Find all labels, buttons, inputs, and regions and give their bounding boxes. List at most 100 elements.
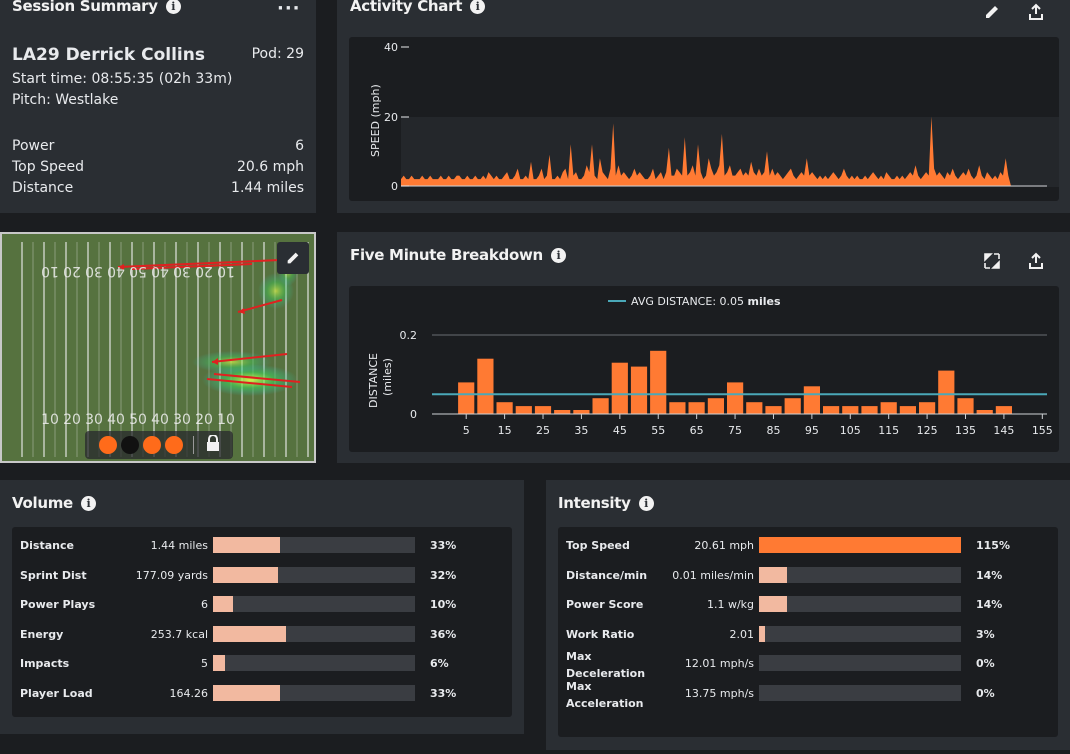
metric-bar-fill bbox=[213, 655, 226, 672]
x-tick-label: 155 bbox=[1032, 424, 1053, 437]
intensity-row: Work Ratio 2.01 3% bbox=[558, 624, 1058, 644]
player-dot[interactable] bbox=[143, 436, 161, 454]
volume-row: Sprint Dist 177.09 yards 32% bbox=[12, 565, 512, 585]
five-minute-chart-svg: AVG DISTANCE: 0.05 miles DISTANCE (miles… bbox=[367, 295, 1053, 437]
lock-icon[interactable] bbox=[206, 434, 220, 455]
heat-spot bbox=[192, 351, 272, 373]
yard-number: 40 bbox=[107, 263, 125, 279]
info-icon[interactable]: i bbox=[165, 0, 181, 14]
player-dot[interactable] bbox=[99, 436, 117, 454]
expand-icon[interactable] bbox=[982, 251, 1002, 271]
distance-bar bbox=[938, 370, 955, 414]
metric-label: Sprint Dist bbox=[20, 568, 87, 582]
info-icon[interactable]: i bbox=[80, 495, 96, 511]
five-minute-title: Five Minute Breakdown i bbox=[350, 246, 566, 264]
distance-bar bbox=[861, 406, 878, 414]
metric-bar-fill bbox=[759, 625, 766, 642]
yard-number: 40 bbox=[151, 263, 169, 279]
x-tick-label: 35 bbox=[574, 424, 588, 437]
yard-number: 30 bbox=[85, 412, 103, 428]
metric-percent: 0% bbox=[976, 687, 995, 700]
metric-percent: 115% bbox=[976, 539, 1010, 552]
metric-bar-fill bbox=[213, 685, 280, 701]
start-time: Start time: 08:55:35 (02h 33m) bbox=[12, 71, 233, 87]
metric-bar-track bbox=[213, 655, 415, 672]
yard-number: 20 bbox=[195, 263, 213, 279]
yard-number: 50 bbox=[129, 412, 147, 428]
metric-label: Max Deceleration bbox=[566, 650, 646, 681]
metric-percent: 32% bbox=[430, 568, 457, 582]
metric-bar-track bbox=[759, 566, 961, 583]
x-tick-label: 55 bbox=[651, 424, 665, 437]
yard-number: 30 bbox=[173, 412, 191, 428]
more-options-icon[interactable]: ··· bbox=[277, 0, 301, 19]
distance-bar bbox=[919, 402, 936, 414]
export-icon[interactable] bbox=[1026, 2, 1046, 22]
distance-bar bbox=[592, 398, 609, 414]
x-tick-label: 15 bbox=[498, 424, 512, 437]
player-dot[interactable] bbox=[121, 436, 139, 454]
distance-bar bbox=[842, 406, 859, 414]
edit-icon[interactable] bbox=[982, 2, 1002, 22]
metric-bar-fill bbox=[759, 596, 788, 613]
distance-bar bbox=[957, 398, 974, 414]
yard-number: 40 bbox=[151, 412, 169, 428]
metric-bar-track bbox=[759, 625, 961, 642]
metric-bar-track bbox=[213, 537, 415, 553]
metric-bar-track bbox=[213, 625, 415, 642]
intensity-row: Top Speed 20.61 mph 115% bbox=[558, 535, 1058, 555]
x-tick-label: 125 bbox=[917, 424, 938, 437]
metric-percent: 14% bbox=[976, 568, 1003, 582]
x-tick-label: 65 bbox=[690, 424, 704, 437]
distance-bar bbox=[995, 406, 1012, 414]
speed-area bbox=[401, 116, 1011, 186]
session-summary-panel: Session Summary i ··· LA29 Derrick Colli… bbox=[0, 0, 316, 213]
x-tick-label: 105 bbox=[840, 424, 861, 437]
distance-bar bbox=[880, 402, 897, 414]
metric-bar-fill bbox=[213, 596, 234, 613]
metric-value: 164.26 bbox=[169, 687, 209, 700]
activity-chart-area: SPEED (mph) 40 20 0 bbox=[349, 37, 1059, 201]
metric-value: 177.09 yards bbox=[135, 568, 208, 582]
distance-bar bbox=[899, 406, 916, 414]
intensity-row: Max Deceleration 12.01 mph/s 0% bbox=[558, 650, 1058, 680]
metric-bar-track bbox=[759, 655, 961, 672]
stat-top-speed: Top Speed 20.6 mph bbox=[12, 159, 304, 175]
metric-percent: 33% bbox=[430, 539, 457, 552]
distance-bar bbox=[976, 410, 993, 414]
metric-label: Work Ratio bbox=[566, 627, 635, 641]
y-tick-label: 0.2 bbox=[400, 329, 418, 342]
intensity-table: Top Speed 20.61 mph 115% Distance/min 0.01 m… bbox=[558, 527, 1058, 737]
metric-bar-fill bbox=[213, 625, 286, 642]
x-tick-label: 95 bbox=[805, 424, 819, 437]
distance-bar bbox=[688, 402, 705, 414]
yard-number: 50 bbox=[129, 263, 147, 279]
x-tick-label: 135 bbox=[955, 424, 976, 437]
yard-number: 30 bbox=[85, 263, 103, 279]
distance-bar bbox=[669, 402, 686, 414]
volume-row: Energy 253.7 kcal 36% bbox=[12, 624, 512, 644]
pod-label: Pod: 29 bbox=[251, 46, 304, 62]
metric-bar-track bbox=[213, 596, 415, 613]
metric-percent: 36% bbox=[430, 627, 457, 641]
volume-row: Power Plays 6 10% bbox=[12, 594, 512, 614]
activity-chart-title: Activity Chart i bbox=[350, 0, 486, 15]
intensity-title: Intensity i bbox=[558, 494, 654, 512]
metric-label: Power Score bbox=[566, 598, 644, 612]
edit-icon[interactable] bbox=[277, 242, 309, 274]
info-icon[interactable]: i bbox=[550, 247, 566, 263]
volume-table: Distance 1.44 miles 33% Sprint Dist 177.09 y… bbox=[12, 527, 512, 717]
distance-bar bbox=[496, 402, 513, 414]
activity-chart-svg: SPEED (mph) 40 20 0 bbox=[369, 41, 1059, 193]
info-icon[interactable]: i bbox=[470, 0, 486, 14]
field-heatmap[interactable]: 10 20 30 40 50 40 30 20 10 10 20 30 40 50 40 30 20 10 bbox=[0, 232, 316, 463]
info-icon[interactable]: i bbox=[638, 495, 654, 511]
distance-bar bbox=[573, 410, 590, 414]
field-grass bbox=[2, 234, 314, 461]
distance-bar bbox=[554, 410, 571, 414]
metric-value: 13.75 mph/s bbox=[684, 687, 754, 700]
metric-percent: 33% bbox=[430, 687, 457, 700]
export-icon[interactable] bbox=[1026, 251, 1046, 271]
metric-label: Max Acceleration bbox=[566, 680, 644, 710]
player-dot[interactable] bbox=[165, 436, 183, 454]
